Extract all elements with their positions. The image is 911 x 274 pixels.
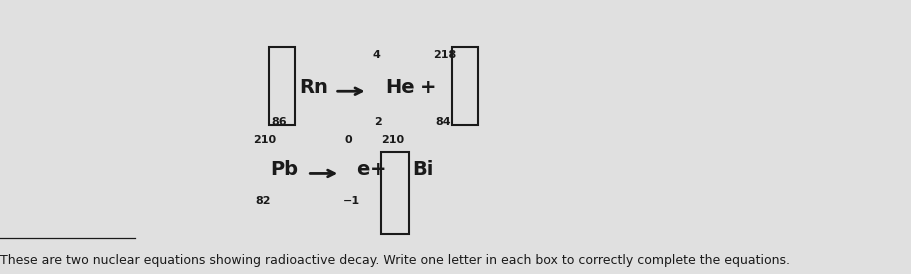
Text: Bi: Bi <box>412 160 433 179</box>
Text: These are two nuclear equations showing radioactive decay. Write one letter in e: These are two nuclear equations showing … <box>0 254 789 267</box>
Text: 82: 82 <box>255 196 271 206</box>
Text: 84: 84 <box>435 117 450 127</box>
Text: 210: 210 <box>381 135 404 145</box>
Text: 4: 4 <box>372 50 380 60</box>
Bar <box>269 47 294 125</box>
Text: +: + <box>419 78 435 97</box>
Bar <box>381 152 408 234</box>
Text: e: e <box>355 160 369 179</box>
Text: +: + <box>370 160 386 179</box>
Text: He: He <box>384 78 414 97</box>
Text: −1: −1 <box>343 196 360 206</box>
Text: 0: 0 <box>344 135 352 145</box>
Text: 210: 210 <box>253 135 276 145</box>
Text: Pb: Pb <box>270 160 298 179</box>
Text: 86: 86 <box>271 117 287 127</box>
Text: Rn: Rn <box>299 78 328 97</box>
Text: 2: 2 <box>374 117 381 127</box>
Bar <box>452 47 477 125</box>
Text: 218: 218 <box>433 50 456 60</box>
